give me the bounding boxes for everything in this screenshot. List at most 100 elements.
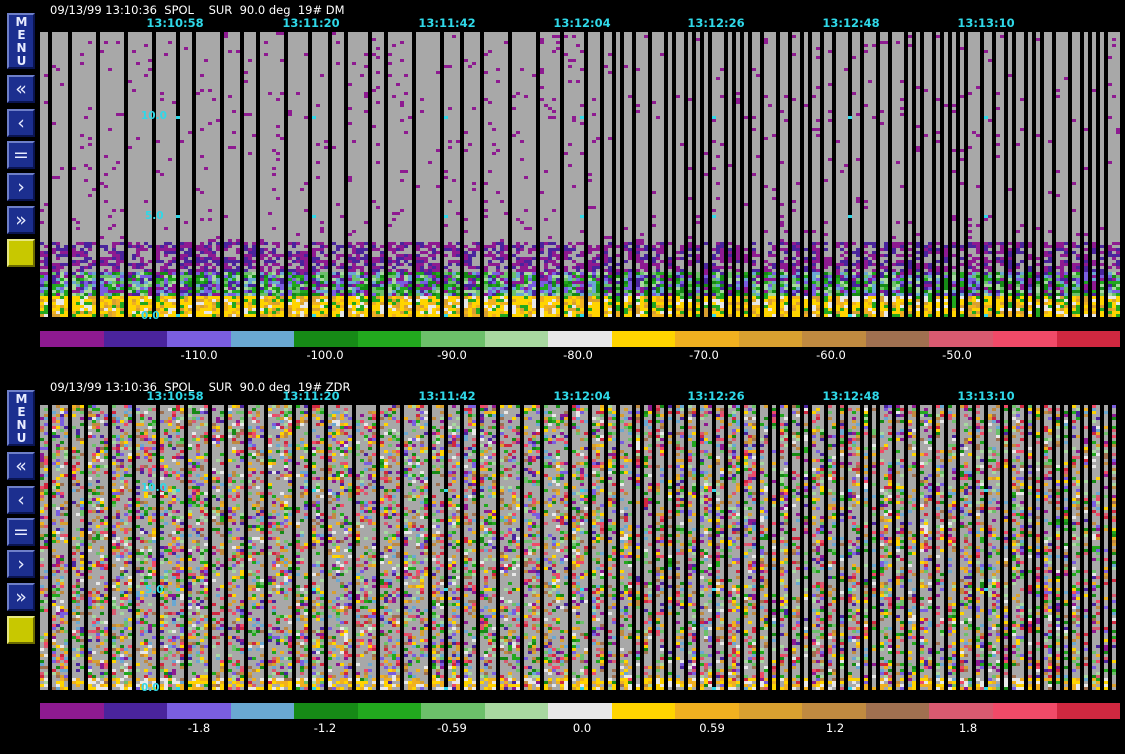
- menu-button[interactable]: MENU: [7, 390, 35, 446]
- color-scale-bar: [40, 703, 1121, 719]
- color-scale-swatch: [929, 703, 993, 719]
- color-scale-swatch: [40, 703, 104, 719]
- color-scale-swatch: [548, 703, 612, 719]
- color-scale-label: -110.0: [180, 348, 218, 362]
- double-chevron-left-icon: «: [15, 455, 27, 477]
- color-scale-label: -100.0: [306, 348, 344, 362]
- chevron-left-icon: ‹: [17, 489, 25, 511]
- color-scale-swatch: [865, 331, 930, 347]
- time-height-plot[interactable]: [40, 405, 1120, 690]
- step-forward-button[interactable]: ›: [7, 173, 35, 201]
- color-scale-swatch: [357, 703, 422, 719]
- color-scale-swatch: [675, 703, 739, 719]
- fast-rewind-button[interactable]: «: [7, 75, 35, 103]
- fast-rewind-button[interactable]: «: [7, 452, 35, 480]
- color-scale-swatch: [40, 331, 104, 347]
- menu-label: MENU: [14, 15, 29, 67]
- stop-button[interactable]: =: [7, 141, 35, 169]
- color-scale-swatch: [865, 703, 930, 719]
- time-label: 13:11:42: [418, 16, 476, 30]
- color-scale-swatch: [103, 703, 168, 719]
- radar-image: [40, 405, 1120, 690]
- color-scale-swatch: [992, 331, 1057, 347]
- step-back-button[interactable]: ‹: [7, 486, 35, 514]
- double-chevron-right-icon: »: [15, 586, 27, 608]
- color-scale-label: 1.8: [958, 721, 978, 735]
- color-scale-label: -1.8: [187, 721, 211, 735]
- color-scale-swatch: [611, 331, 676, 347]
- time-label: 13:12:26: [687, 389, 745, 403]
- color-scale-swatch: [230, 703, 295, 719]
- double-chevron-left-icon: «: [15, 78, 27, 100]
- time-label: 13:12:48: [822, 389, 880, 403]
- fast-forward-button[interactable]: »: [7, 583, 35, 611]
- color-scale-label: -80.0: [563, 348, 593, 362]
- color-scale-swatch: [1056, 331, 1121, 347]
- color-scale-label: 0.59: [699, 721, 725, 735]
- color-scale-swatch: [294, 331, 358, 347]
- color-swatch-button[interactable]: [7, 616, 35, 644]
- color-scale-swatch: [484, 703, 549, 719]
- color-scale-swatch: [167, 331, 231, 347]
- color-scale-swatch: [421, 331, 485, 347]
- color-scale-swatch: [548, 331, 612, 347]
- range-label: 10.0: [141, 482, 167, 494]
- display-header: 09/13/99 13:10:36 SPOL SUR 90.0 deg 19# …: [50, 380, 351, 394]
- time-label: 13:12:04: [553, 389, 611, 403]
- chevron-left-icon: ‹: [17, 112, 25, 134]
- color-scale-label: -0.59: [437, 721, 467, 735]
- color-scale-swatch: [738, 331, 803, 347]
- time-label: 13:10:58: [146, 389, 204, 403]
- color-scale-swatch: [611, 703, 676, 719]
- color-scale-swatch: [294, 703, 358, 719]
- color-scale-swatch: [802, 703, 866, 719]
- time-label: 13:13:10: [957, 16, 1015, 30]
- time-label: 13:10:58: [146, 16, 204, 30]
- menu-button[interactable]: MENU: [7, 13, 35, 69]
- time-label: 13:12:04: [553, 16, 611, 30]
- color-scale-swatch: [357, 331, 422, 347]
- step-back-button[interactable]: ‹: [7, 109, 35, 137]
- time-label: 13:11:20: [282, 389, 340, 403]
- radar-image: [40, 32, 1120, 317]
- color-scale-swatch: [230, 331, 295, 347]
- dm-display-window: MENU « ‹ = › » 09/13/99 13:10:36 SPOL SU…: [7, 3, 1121, 362]
- chevron-right-icon: ›: [17, 553, 25, 575]
- range-label: 10.0: [141, 110, 167, 122]
- step-forward-button[interactable]: ›: [7, 550, 35, 578]
- color-scale-label: -70.0: [689, 348, 719, 362]
- color-scale-swatch: [103, 331, 168, 347]
- color-scale-label: 0.0: [572, 721, 592, 735]
- color-scale-swatch: [675, 331, 739, 347]
- color-scale-swatch: [929, 331, 993, 347]
- equals-icon: =: [13, 144, 29, 166]
- color-scale-swatch: [802, 331, 866, 347]
- zdr-display-window: MENU « ‹ = › » 09/13/99 13:10:36 SPOL SU…: [0, 377, 1125, 754]
- color-swatch-button[interactable]: [7, 239, 35, 267]
- color-scale-label: -50.0: [942, 348, 972, 362]
- fast-forward-button[interactable]: »: [7, 206, 35, 234]
- display-header: 09/13/99 13:10:36 SPOL SUR 90.0 deg 19# …: [50, 3, 345, 17]
- range-label: 5.0: [145, 210, 164, 222]
- color-scale-swatch: [421, 703, 485, 719]
- range-label: 0.0: [141, 310, 160, 322]
- time-label: 13:12:48: [822, 16, 880, 30]
- color-scale-bar: [40, 331, 1121, 347]
- double-chevron-right-icon: »: [15, 209, 27, 231]
- time-height-plot[interactable]: [40, 32, 1120, 317]
- range-label: 0.0: [141, 682, 160, 694]
- range-label: 5.0: [145, 584, 164, 596]
- color-scale-swatch: [167, 703, 231, 719]
- color-scale-label: -1.2: [313, 721, 337, 735]
- color-scale-label: -90.0: [437, 348, 467, 362]
- color-scale-swatch: [484, 331, 549, 347]
- stop-button[interactable]: =: [7, 518, 35, 546]
- color-scale-label: -60.0: [816, 348, 846, 362]
- chevron-right-icon: ›: [17, 176, 25, 198]
- time-label: 13:13:10: [957, 389, 1015, 403]
- equals-icon: =: [13, 521, 29, 543]
- color-scale-swatch: [1056, 703, 1121, 719]
- time-label: 13:11:20: [282, 16, 340, 30]
- time-label: 13:11:42: [418, 389, 476, 403]
- color-scale-label: 1.2: [825, 721, 845, 735]
